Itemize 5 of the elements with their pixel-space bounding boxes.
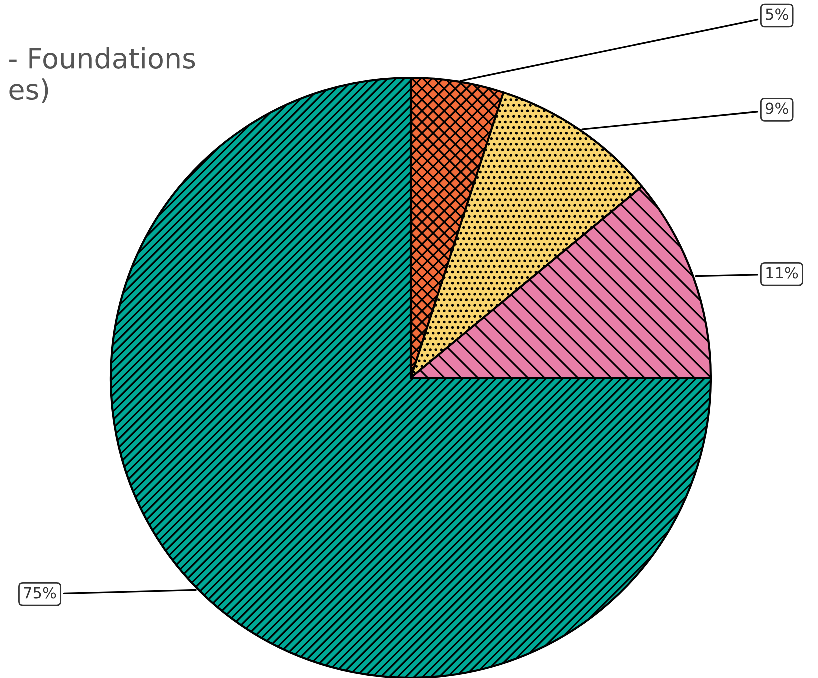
data-label: 11% — [766, 267, 798, 279]
data-label: 75% — [24, 587, 56, 599]
data-label: 9% — [766, 102, 788, 114]
text: - Foundations es) — [10, 47, 196, 104]
data-label: 5% — [766, 8, 788, 20]
